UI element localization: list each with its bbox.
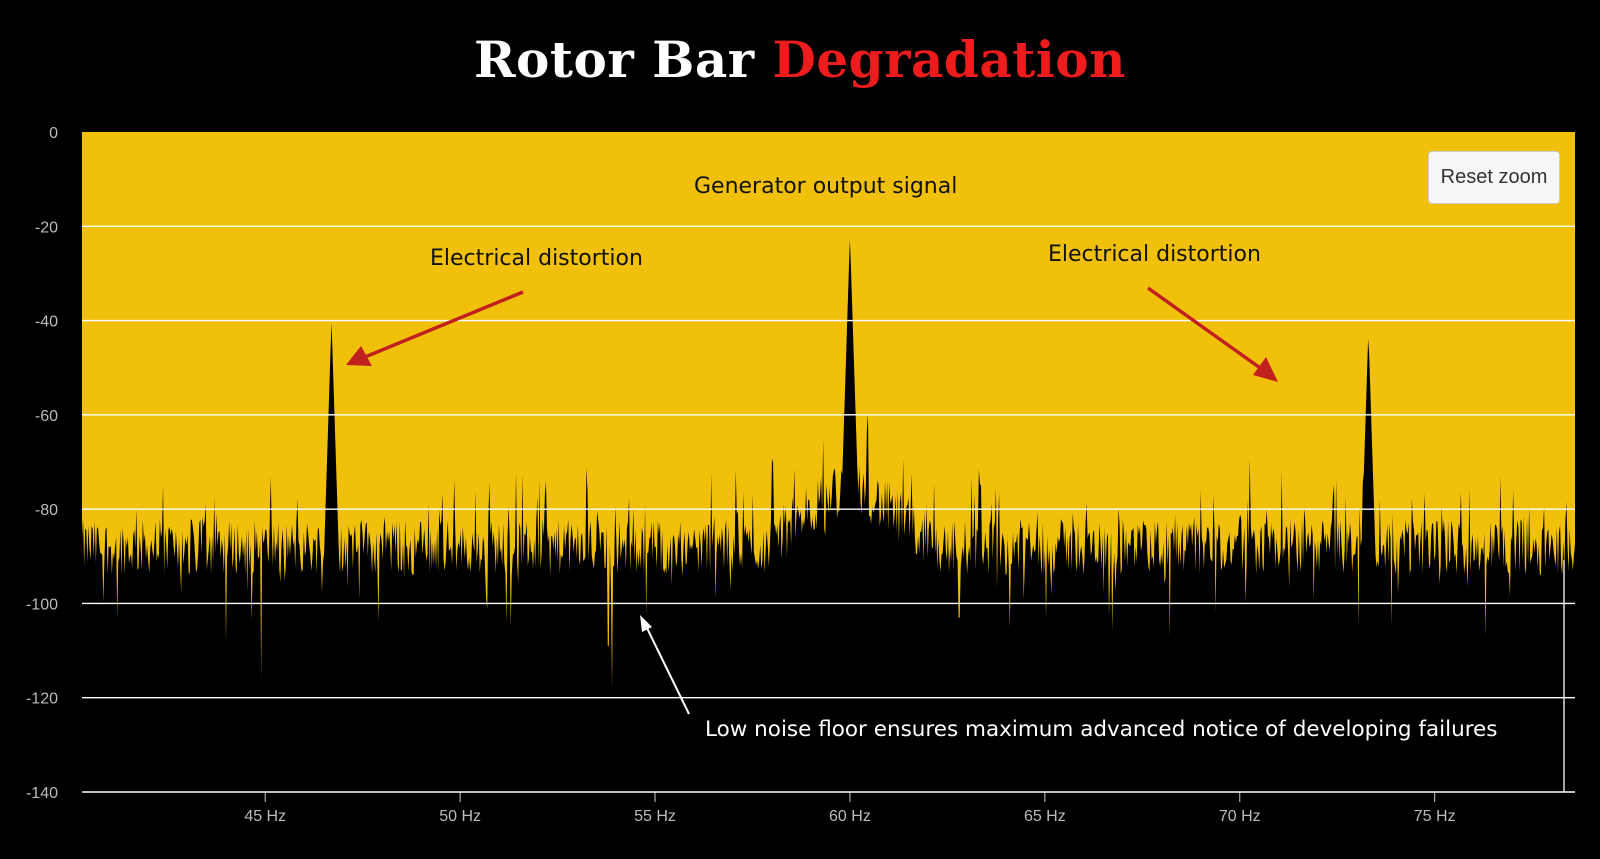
y-tick-label: 0 bbox=[49, 125, 58, 142]
chart-title-part1: Rotor Bar bbox=[473, 30, 773, 89]
y-tick-label: -100 bbox=[26, 596, 58, 613]
x-tick-label: 70 Hz bbox=[1219, 808, 1261, 825]
arrow-left-red bbox=[346, 290, 524, 366]
y-tick-label: -120 bbox=[26, 691, 58, 708]
x-tick-label: 75 Hz bbox=[1414, 808, 1456, 825]
y-tick-label: -80 bbox=[35, 502, 58, 519]
x-tick-label: 50 Hz bbox=[439, 808, 481, 825]
grid-lines bbox=[82, 225, 1575, 699]
annotation-noise-floor: Low noise floor ensures maximum advanced… bbox=[705, 717, 1498, 742]
annotation-generator: Generator output signal bbox=[694, 174, 958, 199]
y-tick-label: -140 bbox=[26, 785, 58, 802]
x-tick-label: 45 Hz bbox=[244, 808, 286, 825]
x-tick-label: 55 Hz bbox=[634, 808, 676, 825]
x-tick-label: 65 Hz bbox=[1024, 808, 1066, 825]
spectrum-fill bbox=[82, 239, 1575, 793]
y-tick-label: -20 bbox=[35, 219, 58, 236]
arrow-white bbox=[640, 615, 690, 715]
reset-zoom-button[interactable]: Reset zoom bbox=[1428, 151, 1560, 204]
chart-title-part2: Degradation bbox=[772, 30, 1127, 89]
annotation-distortion-left: Electrical distortion bbox=[430, 246, 643, 271]
annotation-distortion-right: Electrical distortion bbox=[1048, 242, 1261, 267]
chart-title: Rotor Bar Degradation bbox=[0, 30, 1600, 89]
y-tick-label: -40 bbox=[35, 314, 58, 331]
y-tick-label: -60 bbox=[35, 408, 58, 425]
y-axis-ticks: 0 -20 -40 -60 -80 -100 -120 -140 bbox=[26, 125, 58, 802]
x-tick-label: 60 Hz bbox=[829, 808, 871, 825]
x-axis-ticks: 45 Hz 50 Hz 55 Hz 60 Hz 65 Hz 70 Hz 75 Hz bbox=[244, 792, 1456, 825]
arrow-right-red bbox=[1146, 286, 1278, 382]
